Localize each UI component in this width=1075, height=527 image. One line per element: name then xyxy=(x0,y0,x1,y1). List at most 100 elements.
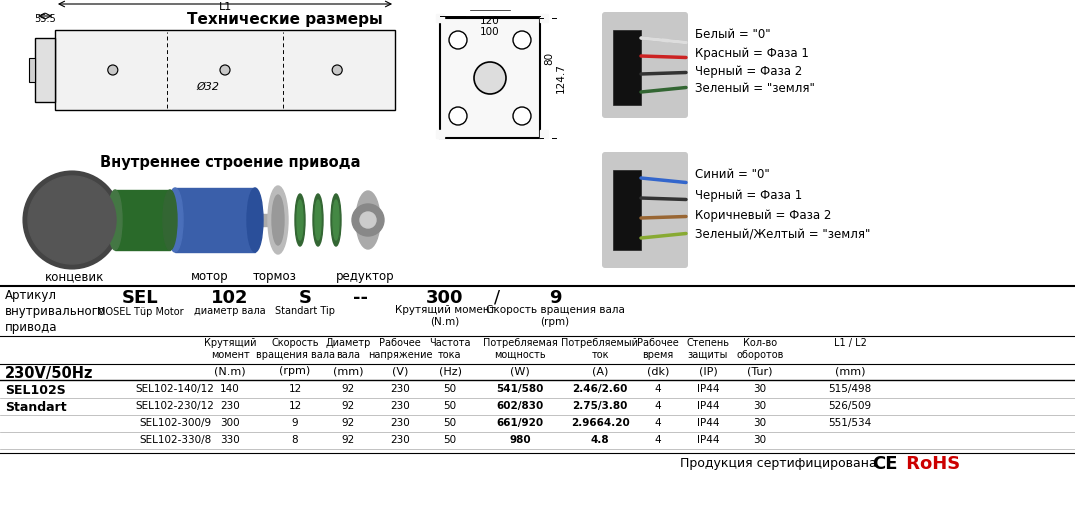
Text: (IP): (IP) xyxy=(699,366,717,376)
Text: Черный = Фаза 2: Черный = Фаза 2 xyxy=(696,64,802,77)
Bar xyxy=(613,170,641,250)
Text: Зеленый = "земля": Зеленый = "земля" xyxy=(696,83,815,95)
Text: 515/498: 515/498 xyxy=(829,384,872,394)
Circle shape xyxy=(449,107,467,125)
Text: Кол-во
оборотов: Кол-во оборотов xyxy=(736,338,784,359)
Circle shape xyxy=(449,31,467,49)
Text: 230V/50Hz: 230V/50Hz xyxy=(5,366,94,381)
Text: 92: 92 xyxy=(342,384,355,394)
Text: 120: 120 xyxy=(481,16,500,26)
Text: 2.46/2.60: 2.46/2.60 xyxy=(572,384,628,394)
Text: 100: 100 xyxy=(481,27,500,37)
Ellipse shape xyxy=(356,191,379,249)
Circle shape xyxy=(220,65,230,75)
Text: Рабочее
напряжение: Рабочее напряжение xyxy=(368,338,432,359)
Text: Standart Tip: Standart Tip xyxy=(275,306,335,316)
Text: Скорость
вращения вала: Скорость вращения вала xyxy=(256,338,334,359)
Text: --: -- xyxy=(353,289,368,307)
Text: 30: 30 xyxy=(754,384,766,394)
Circle shape xyxy=(513,107,531,125)
Text: Артикул
внутривального
привода: Артикул внутривального привода xyxy=(5,289,106,334)
Text: IP44: IP44 xyxy=(697,401,719,411)
Text: /: / xyxy=(493,289,500,307)
Text: 80: 80 xyxy=(544,52,554,65)
Text: 2.75/3.80: 2.75/3.80 xyxy=(572,401,628,411)
Ellipse shape xyxy=(167,188,183,252)
Text: 230: 230 xyxy=(390,401,410,411)
Text: 92: 92 xyxy=(342,401,355,411)
Text: 92: 92 xyxy=(342,435,355,445)
Circle shape xyxy=(35,184,108,256)
Ellipse shape xyxy=(333,200,339,240)
Text: 50: 50 xyxy=(444,401,457,411)
Text: IP44: IP44 xyxy=(697,384,719,394)
Circle shape xyxy=(352,204,384,236)
Circle shape xyxy=(474,62,506,94)
FancyBboxPatch shape xyxy=(602,152,688,268)
Text: 50: 50 xyxy=(444,384,457,394)
Text: 230: 230 xyxy=(390,435,410,445)
Text: 4: 4 xyxy=(655,435,661,445)
Text: Степень
защиты: Степень защиты xyxy=(687,338,730,359)
Bar xyxy=(436,14,444,22)
Text: Коричневый = Фаза 2: Коричневый = Фаза 2 xyxy=(696,209,831,221)
Text: 12: 12 xyxy=(288,401,302,411)
Text: 230: 230 xyxy=(390,384,410,394)
Text: SEL: SEL xyxy=(121,289,158,307)
Circle shape xyxy=(360,212,376,228)
Text: SEL102S
Standart: SEL102S Standart xyxy=(5,384,67,414)
Text: 30: 30 xyxy=(754,418,766,428)
Text: Ø32: Ø32 xyxy=(197,82,219,92)
Text: Синий = "0": Синий = "0" xyxy=(696,169,770,181)
Text: Зеленый/Желтый = "земля": Зеленый/Желтый = "земля" xyxy=(696,229,871,241)
Bar xyxy=(540,130,548,138)
Text: Белый = "0": Белый = "0" xyxy=(696,28,771,42)
Bar xyxy=(175,188,255,252)
Ellipse shape xyxy=(297,200,303,240)
Text: Рабочее
время: Рабочее время xyxy=(637,338,679,359)
Text: Частота
тока: Частота тока xyxy=(429,338,471,359)
Text: 300: 300 xyxy=(220,418,240,428)
Text: Красный = Фаза 1: Красный = Фаза 1 xyxy=(696,46,808,60)
Text: (mm): (mm) xyxy=(333,366,363,376)
Text: концевик: концевик xyxy=(45,270,104,283)
Text: (V): (V) xyxy=(391,366,408,376)
Ellipse shape xyxy=(247,188,263,252)
Text: (Hz): (Hz) xyxy=(439,366,461,376)
Text: 92: 92 xyxy=(342,418,355,428)
Ellipse shape xyxy=(108,190,121,250)
Ellipse shape xyxy=(295,194,305,246)
Ellipse shape xyxy=(163,190,177,250)
Text: Крутящий
момент: Крутящий момент xyxy=(204,338,256,359)
Text: Продукция сертифицирована: Продукция сертифицирована xyxy=(680,457,877,470)
Text: 2.9664.20: 2.9664.20 xyxy=(571,418,629,428)
Text: Скорость вращения вала
(rpm): Скорость вращения вала (rpm) xyxy=(486,305,625,327)
Text: диаметр вала: диаметр вала xyxy=(195,306,266,316)
Text: SEL102-140/12: SEL102-140/12 xyxy=(135,384,214,394)
Text: CE: CE xyxy=(872,455,898,473)
Bar xyxy=(440,18,540,138)
Text: 602/830: 602/830 xyxy=(497,401,544,411)
Bar xyxy=(540,14,548,22)
Bar xyxy=(613,30,641,105)
Text: L1 / L2: L1 / L2 xyxy=(833,338,866,348)
Text: 661/920: 661/920 xyxy=(497,418,544,428)
Text: 526/509: 526/509 xyxy=(829,401,872,411)
Text: Потребляемый
ток: Потребляемый ток xyxy=(561,338,639,359)
Bar xyxy=(115,190,170,250)
Text: 50: 50 xyxy=(444,435,457,445)
Text: RoHS: RoHS xyxy=(900,455,960,473)
Circle shape xyxy=(60,208,84,232)
Text: (Tur): (Tur) xyxy=(747,366,773,376)
Text: 980: 980 xyxy=(510,435,531,445)
Text: 330: 330 xyxy=(220,435,240,445)
Text: 541/580: 541/580 xyxy=(497,384,544,394)
Text: тормоз: тормоз xyxy=(253,270,297,283)
Text: S: S xyxy=(299,289,312,307)
Text: 30: 30 xyxy=(754,401,766,411)
Text: 12: 12 xyxy=(288,384,302,394)
Text: 55.5: 55.5 xyxy=(34,14,56,24)
FancyBboxPatch shape xyxy=(602,12,688,118)
Text: (rpm): (rpm) xyxy=(280,366,311,376)
Ellipse shape xyxy=(331,194,341,246)
